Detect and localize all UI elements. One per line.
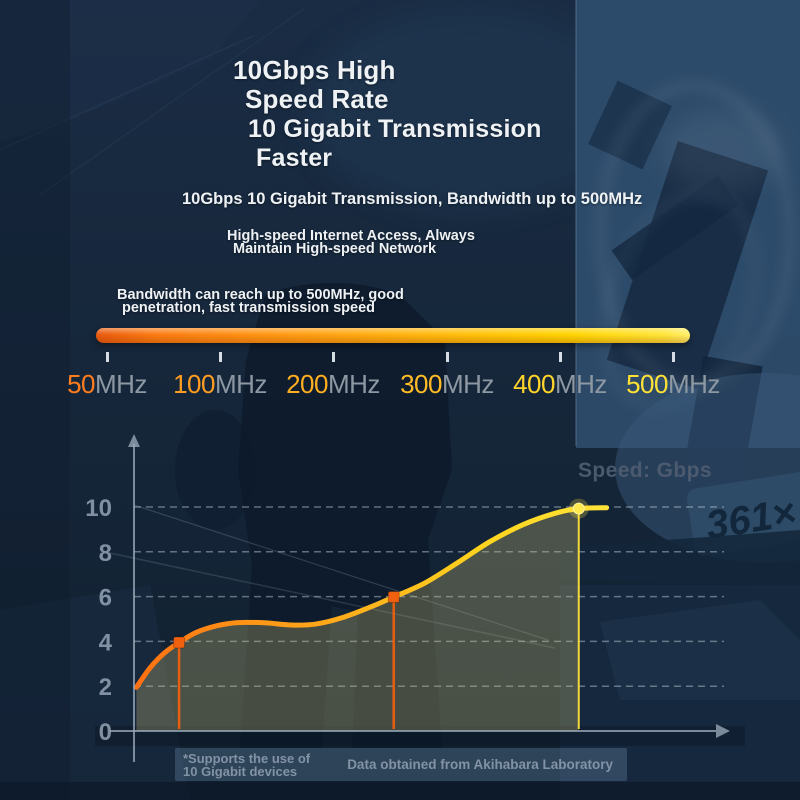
subtitle-line2: Faster [256,144,333,172]
data-marker-2 [387,591,400,604]
freq-value: 500 [626,369,668,399]
ceiling-shape [0,0,260,142]
freq-label-200mhz: 200MHz [286,369,380,400]
freq-unit: MHz [94,369,147,399]
freq-tick-400mhz [558,352,562,362]
y-tick-label-0: 0 [99,719,112,746]
freq-label-400mhz: 400MHz [513,369,607,400]
freq-label-500mhz: 500MHz [626,369,720,400]
y-tick-label-2: 2 [99,674,112,701]
freq-tick-200mhz [331,352,335,362]
data-marker-1 [173,636,186,649]
light-haze [305,10,635,210]
footnote-left-line2: 10 Gigabit devices [183,763,298,779]
cable-line [104,551,556,649]
title-line2: Speed Rate [245,84,389,114]
footnote-left: *Supports the use of 10 Gigabit devices [183,752,310,778]
footnote-bar: *Supports the use of 10 Gigabit devices … [175,748,627,781]
y-tick-label-4: 4 [99,629,113,656]
area-fill [136,508,579,731]
silhouette-figure [238,282,452,748]
bandwidth-line2: penetration, fast transmission speed [122,300,376,316]
ceiling-line [39,7,306,196]
silhouette-arm [175,410,255,530]
freq-label-50mhz: 50MHz [67,369,147,400]
tagline: 10Gbps 10 Gigabit Transmission, Bandwidt… [182,190,643,208]
bottom-strip [0,782,800,800]
freq-unit: MHz [441,369,494,399]
subtitle-line1: 10 Gigabit Transmission [248,115,542,143]
y-axis-arrow [128,434,140,447]
freq-tick-100mhz [218,352,222,362]
y-tick-label-6: 6 [99,585,112,612]
freq-label-100mhz: 100MHz [173,369,267,400]
lower-surface [600,600,800,700]
frequency-bar [96,328,690,343]
chart-title: Speed: Gbps [578,459,712,482]
freq-unit: MHz [554,369,607,399]
freq-value: 400 [513,369,555,399]
benefit-line2: Maintain High-speed Network [233,241,437,257]
bandwidth-line1: Bandwidth can reach up to 500MHz, good [117,287,404,303]
benefit-line1: High-speed Internet Access, Always [227,228,475,244]
y-tick-label-10: 10 [85,495,112,522]
title-line1: 10Gbps High [233,55,396,85]
freq-value: 300 [400,369,442,399]
freq-tick-500mhz [671,352,675,362]
freq-unit: MHz [214,369,267,399]
weapon-shape [611,175,739,281]
freq-tick-50mhz [105,352,109,362]
freq-unit: MHz [327,369,380,399]
freq-tick-300mhz [445,352,449,362]
ceiling-line [0,34,256,151]
floor-wedge [0,585,190,800]
data-marker-3 [572,502,585,515]
freq-value: 200 [286,369,328,399]
x-axis-arrow [716,724,730,738]
smoke-swirl [601,190,759,410]
left-vignette [0,0,70,800]
footnote-left-line1: *Supports the use of [183,750,311,766]
freq-value: 100 [173,369,215,399]
freq-label-300mhz: 300MHz [400,369,494,400]
freq-unit: MHz [667,369,720,399]
footnote-right: Data obtained from Akihabara Laboratory [347,757,613,772]
smoke-puff [660,108,784,192]
dark-band [560,530,800,586]
cable-line [133,504,549,641]
y-tick-label-8: 8 [99,540,112,567]
freq-value: 50 [67,369,95,399]
